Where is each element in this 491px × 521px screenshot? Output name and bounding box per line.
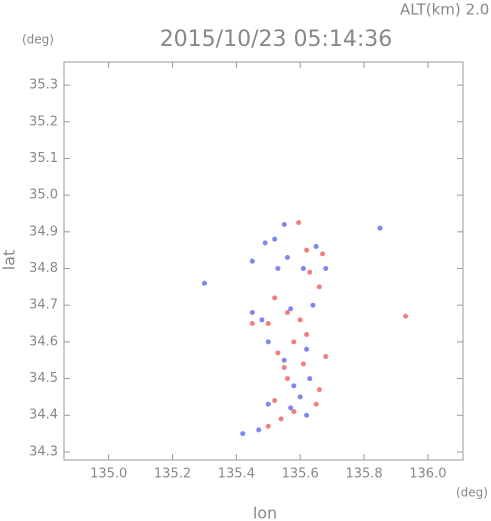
echo-point (300, 361, 306, 367)
y-tick-label: 34.4 (29, 408, 58, 423)
echo-point (316, 284, 322, 290)
x-tick-label: 135.4 (218, 467, 255, 482)
x-unit: (deg) (456, 486, 488, 500)
echo-point (281, 222, 287, 228)
y-tick-label: 34.3 (29, 444, 58, 459)
echo-point (201, 280, 207, 286)
echo-point (265, 321, 271, 327)
echo-point (323, 266, 329, 272)
echo-point (313, 244, 319, 250)
echo-point (304, 247, 310, 253)
y-tick-label: 35.0 (29, 188, 58, 203)
echo-point (300, 266, 306, 272)
y-unit: (deg) (22, 33, 54, 47)
echo-point (265, 401, 271, 407)
echo-point (320, 251, 326, 257)
altitude-annotation: ALT(km) 2.0 (400, 1, 489, 19)
echo-point (403, 313, 409, 319)
echo-point (240, 431, 246, 437)
echo-point (377, 225, 383, 231)
echo-point (297, 317, 303, 323)
y-tick-label: 34.8 (29, 261, 58, 276)
y-tick-label: 35.3 (29, 78, 58, 93)
echo-point (281, 357, 287, 363)
x-tick-label: 136.0 (409, 467, 446, 482)
y-tick-label: 35.1 (29, 151, 58, 166)
echo-point (272, 398, 278, 404)
echo-point (307, 269, 313, 275)
echo-point (291, 339, 297, 345)
y-tick-label: 35.2 (29, 114, 58, 129)
echo-point (313, 401, 319, 407)
echo-point (265, 423, 271, 429)
x-tick-label: 135.8 (345, 467, 382, 482)
echo-point (262, 240, 268, 246)
echo-point (307, 376, 313, 382)
echo-point (272, 236, 278, 242)
x-axis-label: lon (253, 504, 277, 521)
x-tick-label: 135.2 (154, 467, 191, 482)
echo-point (291, 383, 297, 389)
echo-point (288, 405, 294, 411)
echo-point (275, 266, 281, 272)
echo-point (249, 321, 255, 327)
echo-point (284, 310, 290, 316)
y-axis-label: lat (0, 250, 19, 271)
echo-point (310, 302, 316, 308)
x-tick-label: 135.0 (90, 467, 127, 482)
echo-point (304, 346, 310, 352)
chart-title: 2015/10/23 05:14:36 (160, 27, 393, 52)
echo-point (265, 339, 271, 345)
echo-point (275, 350, 281, 356)
y-tick-label: 34.9 (29, 224, 58, 239)
echo-point (304, 412, 310, 418)
plot-frame (63, 61, 464, 461)
echo-point (256, 427, 262, 433)
echo-point (259, 317, 265, 323)
echo-point (316, 387, 322, 393)
y-tick-label: 34.7 (29, 298, 58, 313)
echo-point (249, 258, 255, 264)
echo-point (284, 376, 290, 382)
echo-point (304, 332, 310, 338)
x-tick-label: 135.6 (282, 467, 319, 482)
echo-point (278, 416, 284, 422)
y-tick-label: 34.6 (29, 334, 58, 349)
echo-point (284, 255, 290, 261)
echo-point (323, 354, 329, 360)
echo-point (249, 310, 255, 316)
echo-point (281, 365, 287, 371)
echo-point (297, 394, 303, 400)
echo-point (291, 409, 297, 415)
echo-point (296, 220, 302, 226)
echo-point (272, 295, 278, 301)
echo-point (288, 306, 294, 312)
y-tick-label: 34.5 (29, 371, 58, 386)
